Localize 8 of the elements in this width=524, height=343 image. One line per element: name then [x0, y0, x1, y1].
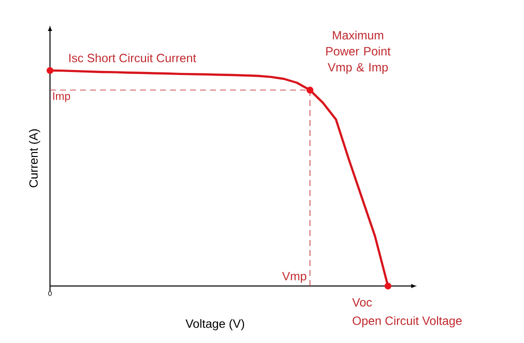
y-axis-title: Current (A): [28, 129, 40, 188]
text: Voc: [352, 298, 372, 307]
annotation: Maximum Power Point Vmp & Imp: [326, 30, 391, 74]
x-axis-title: Voltage (V): [186, 319, 244, 330]
text: Isc Short Circuit Current: [69, 53, 196, 62]
ref-line-label: Imp: [53, 92, 70, 102]
annotation: Vmp: [282, 272, 306, 283]
text: Open Circuit Voltage: [352, 316, 462, 328]
